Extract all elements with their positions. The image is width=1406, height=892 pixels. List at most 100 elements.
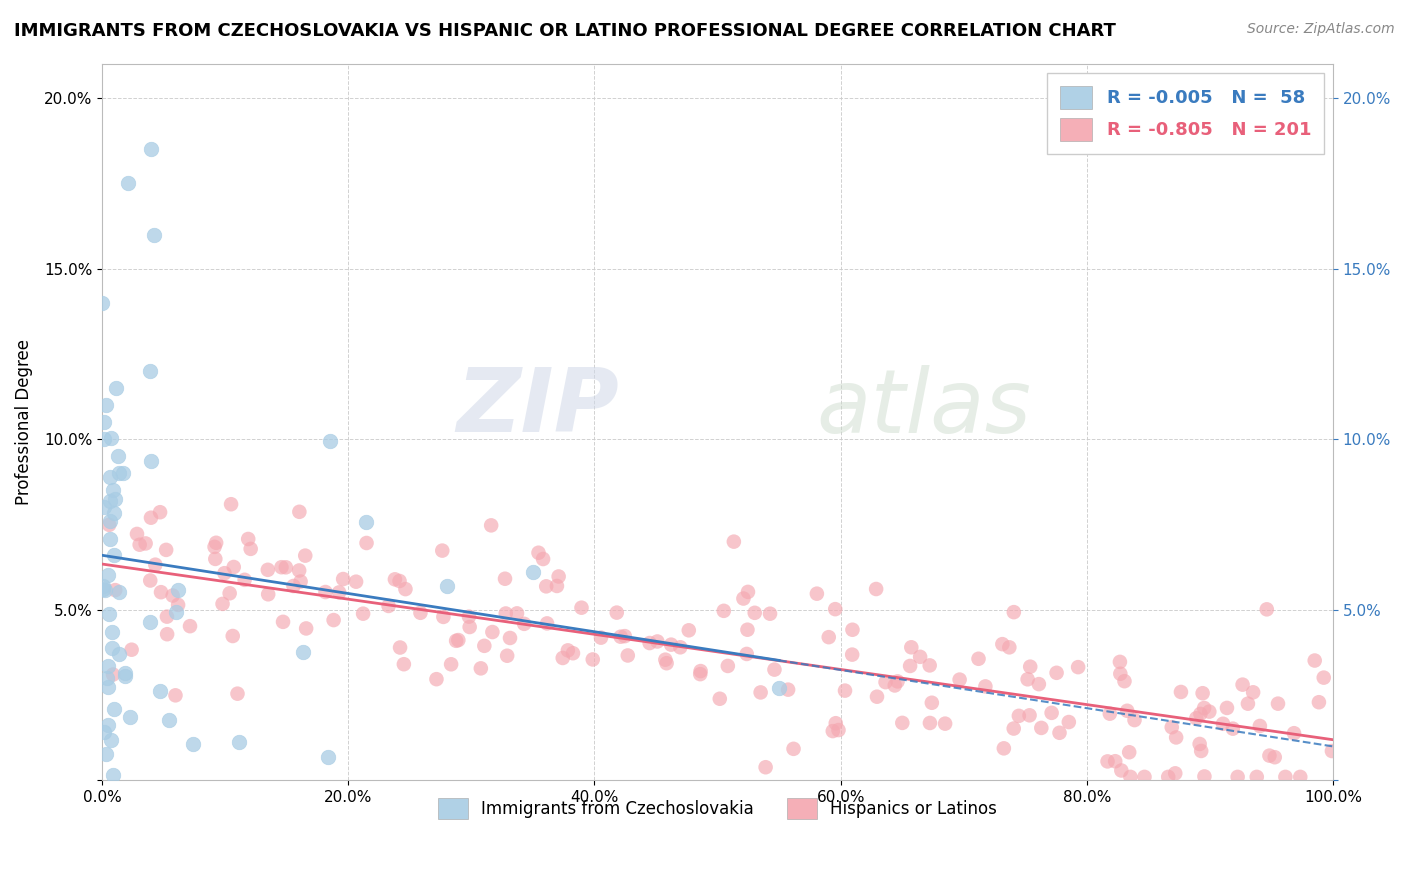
Point (148, 684, 170, 698)
Point (1185, 711, 1208, 725)
Point (91, 579, 114, 593)
Point (409, 606, 432, 620)
Point (1114, 674, 1136, 689)
Point (689, 667, 711, 681)
Point (1312, 671, 1334, 685)
Point (1119, 770, 1142, 784)
Point (322, 613, 344, 627)
Point (1303, 654, 1326, 668)
Point (222, 560, 245, 574)
Point (1008, 709, 1031, 723)
Point (139, 364, 162, 378)
Point (356, 515, 378, 529)
Point (283, 579, 305, 593)
Point (1194, 769, 1216, 783)
Point (763, 663, 786, 677)
Point (1189, 744, 1212, 758)
Point (735, 647, 758, 661)
Point (1028, 677, 1050, 691)
Point (388, 574, 411, 588)
Text: Source: ZipAtlas.com: Source: ZipAtlas.com (1247, 22, 1395, 37)
Point (101, 640, 124, 655)
Point (139, 574, 162, 588)
Point (114, 666, 136, 681)
Point (967, 652, 990, 666)
Point (98, 517, 121, 532)
Point (582, 652, 605, 666)
Point (1045, 665, 1067, 680)
Point (167, 598, 190, 612)
Point (352, 607, 374, 621)
Point (617, 648, 640, 663)
Point (1212, 716, 1234, 731)
Point (125, 527, 148, 541)
Point (256, 563, 278, 577)
Point (121, 642, 143, 657)
Point (392, 657, 415, 672)
Point (1111, 764, 1133, 778)
Point (481, 625, 503, 640)
Legend: Immigrants from Czechoslovakia, Hispanics or Latinos: Immigrants from Czechoslovakia, Hispanic… (432, 791, 1004, 826)
Point (274, 560, 297, 574)
Point (1049, 726, 1071, 740)
Point (239, 541, 262, 556)
Point (782, 742, 804, 756)
Point (638, 636, 661, 650)
Point (1031, 721, 1053, 735)
Point (1118, 745, 1140, 759)
Point (97, 658, 120, 673)
Point (96, 671, 118, 685)
Point (139, 454, 162, 468)
Point (104, 583, 127, 598)
Point (271, 615, 294, 629)
Point (737, 623, 759, 637)
Point (546, 579, 568, 593)
Point (165, 689, 187, 703)
Point (1241, 685, 1264, 699)
Point (499, 631, 522, 645)
Point (314, 585, 336, 599)
Point (356, 536, 378, 550)
Point (534, 579, 557, 593)
Point (98, 494, 121, 508)
Point (759, 607, 782, 621)
Point (1308, 695, 1330, 709)
Point (713, 604, 735, 618)
Point (93, 582, 115, 596)
Point (949, 673, 972, 687)
Point (1188, 737, 1211, 751)
Point (806, 587, 828, 601)
Point (117, 177, 139, 191)
Point (1249, 719, 1271, 733)
Point (1256, 602, 1278, 616)
Point (1002, 722, 1025, 736)
Point (717, 659, 740, 673)
Point (470, 661, 492, 675)
Point (841, 623, 863, 637)
Point (316, 749, 339, 764)
Point (120, 710, 142, 724)
Point (1267, 697, 1289, 711)
Point (98, 470, 121, 484)
Point (103, 768, 125, 782)
Point (834, 683, 856, 698)
Point (344, 574, 367, 589)
Point (291, 645, 314, 659)
Point (883, 678, 905, 692)
Point (150, 585, 173, 599)
Point (536, 616, 558, 631)
Point (218, 586, 240, 600)
Point (114, 669, 136, 683)
Point (93, 724, 115, 739)
Point (295, 622, 318, 636)
Point (432, 610, 454, 624)
Point (458, 609, 481, 624)
Point (1164, 766, 1187, 780)
Point (993, 741, 1015, 756)
Point (257, 587, 280, 601)
Point (204, 552, 226, 566)
Point (155, 542, 177, 557)
Point (1166, 731, 1188, 745)
Point (107, 450, 129, 464)
Point (1192, 701, 1215, 715)
